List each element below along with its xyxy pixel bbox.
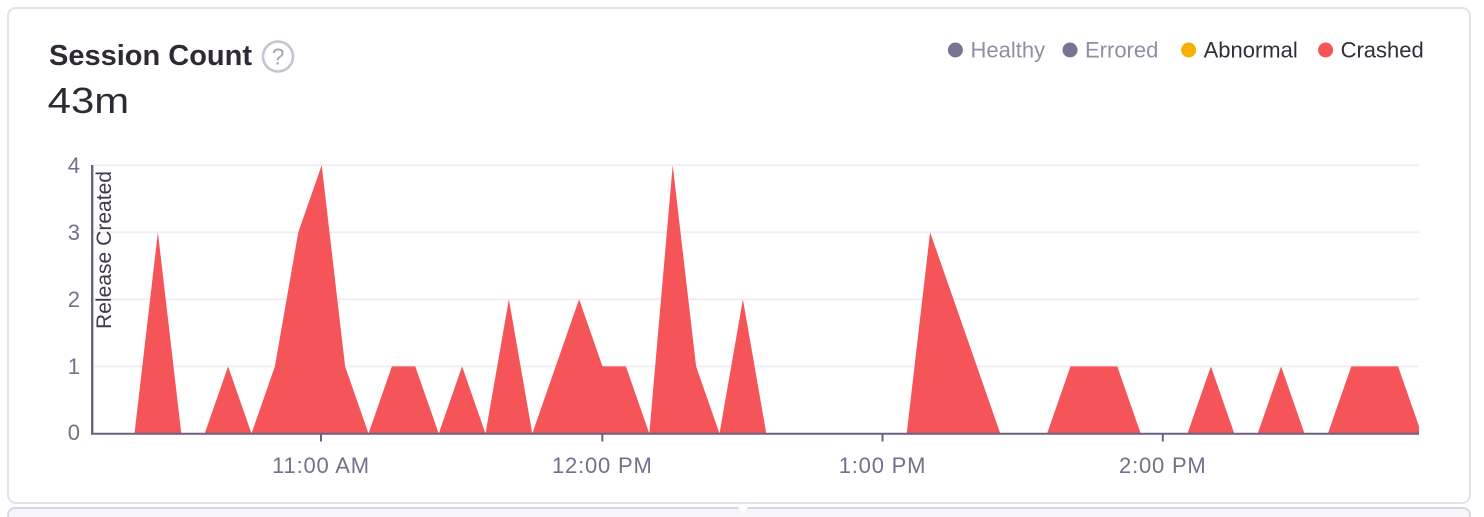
svg-text:2: 2	[68, 287, 80, 312]
svg-text:Abnormal: Abnormal	[1204, 38, 1298, 63]
svg-text:Healthy: Healthy	[971, 38, 1046, 63]
svg-text:4: 4	[68, 153, 80, 178]
svg-text:1: 1	[68, 354, 80, 379]
svg-text:1:00 PM: 1:00 PM	[839, 453, 927, 478]
svg-text:?: ?	[272, 44, 285, 70]
svg-text:0: 0	[68, 420, 80, 445]
svg-text:43m: 43m	[48, 80, 130, 121]
svg-text:3: 3	[68, 220, 80, 245]
svg-text:Session Count: Session Count	[49, 40, 252, 72]
svg-text:12:00 PM: 12:00 PM	[552, 453, 653, 478]
svg-text:Release Created: Release Created	[93, 171, 116, 329]
svg-text:Errored: Errored	[1085, 38, 1158, 63]
svg-text:2:00 PM: 2:00 PM	[1119, 453, 1207, 478]
svg-text:11:00 AM: 11:00 AM	[272, 453, 370, 478]
svg-text:Crashed: Crashed	[1341, 38, 1424, 63]
